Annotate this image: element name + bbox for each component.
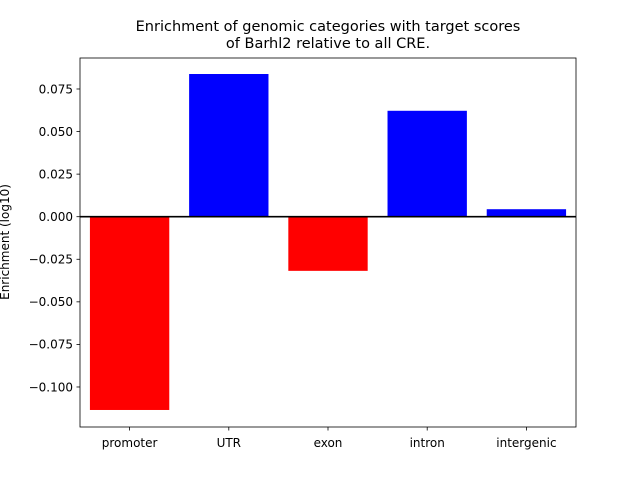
chart-title-line-1: Enrichment of genomic categories with ta…: [136, 19, 521, 35]
y-tick-label: 0.050: [39, 125, 73, 139]
x-tick-label: UTR: [217, 436, 241, 450]
bar-intron: [387, 110, 467, 217]
y-axis-ticks: −0.100 −0.075 −0.050 −0.025 0.000 0.025 0.050 0…: [29, 82, 80, 394]
chart-title-line-2: of Barhl2 relative to all CRE.: [226, 36, 430, 52]
y-tick-label: −0.075: [29, 338, 73, 352]
bar-promoter: [89, 216, 170, 410]
bar-exon: [288, 216, 368, 271]
y-tick-label: 0.025: [39, 167, 73, 181]
x-axis-ticks: promoter UTR exon intron intergenic: [102, 427, 557, 450]
plot-frame: [79, 57, 577, 428]
bar-UTR: [189, 74, 269, 217]
y-axis-label: Enrichment (log10): [0, 184, 12, 300]
y-tick-label: 0.075: [39, 82, 73, 96]
x-tick-label: intergenic: [496, 436, 556, 450]
y-tick-label: −0.025: [29, 253, 73, 267]
bar-group: [89, 74, 567, 410]
y-tick-label: 0.000: [39, 210, 73, 224]
x-tick-label: exon: [314, 436, 343, 450]
x-tick-label: intron: [410, 436, 445, 450]
bar-intergenic: [486, 209, 567, 217]
y-tick-label: −0.050: [29, 295, 73, 309]
y-tick-label: −0.100: [29, 380, 73, 394]
x-tick-label: promoter: [102, 436, 158, 450]
